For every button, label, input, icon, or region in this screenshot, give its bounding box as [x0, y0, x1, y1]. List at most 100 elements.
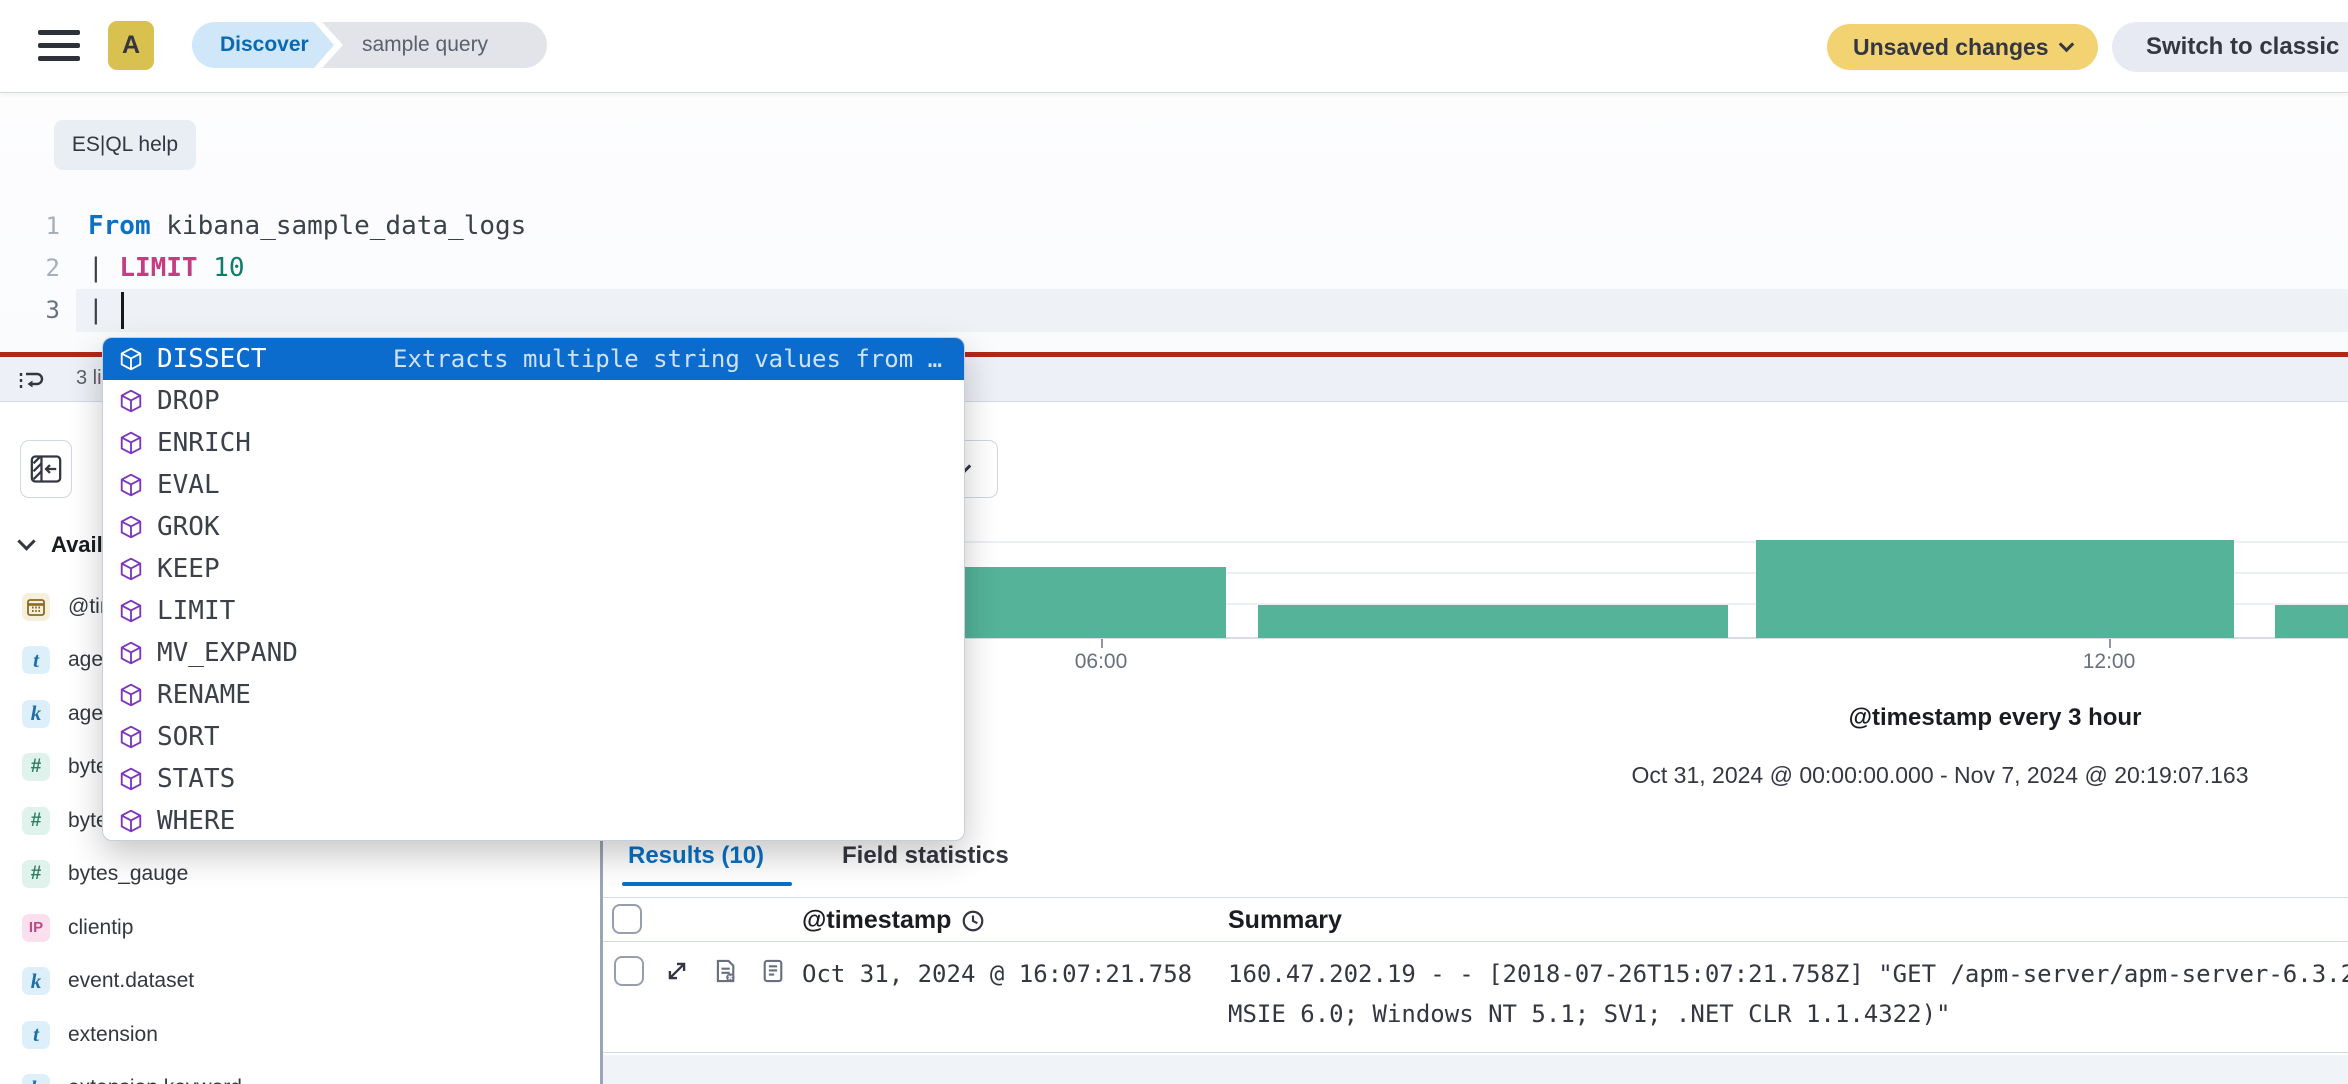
breadcrumb-discover[interactable]: Discover	[192, 22, 334, 68]
chart-title: @timestamp every 3 hour	[1848, 704, 2142, 731]
x-axis-tick	[2109, 639, 2111, 648]
panel-collapse-icon	[30, 455, 62, 483]
histogram-bar-06:00[interactable]	[1258, 605, 1728, 638]
field-name: event.dataset	[68, 969, 195, 993]
space-avatar[interactable]: A	[108, 21, 154, 70]
field-item-event.dataset[interactable]: k event.dataset	[0, 955, 598, 1009]
autocomplete-item-description: Extracts multiple string values from …	[393, 345, 943, 373]
autocomplete-item-label: ENRICH	[157, 428, 251, 458]
autocomplete-item-limit[interactable]: LIMIT	[103, 590, 964, 632]
field-name: bytes_gauge	[68, 862, 189, 886]
unsaved-changes-button[interactable]: Unsaved changes	[1827, 24, 2098, 70]
autocomplete-item-label: LIMIT	[157, 596, 236, 626]
expand-row-icon[interactable]	[664, 958, 690, 989]
command-cube-icon	[119, 347, 143, 371]
command-cube-icon	[119, 515, 143, 539]
next-row-stripe	[603, 1055, 2348, 1084]
line-code: | LIMIT 10	[88, 247, 245, 289]
command-cube-icon	[119, 599, 143, 623]
switch-to-classic-button[interactable]: Switch to classic	[2112, 22, 2348, 72]
field-name: clientip	[68, 915, 134, 939]
view-document-icon[interactable]	[760, 958, 786, 989]
keyword-icon: k	[22, 1074, 50, 1084]
autocomplete-item-enrich[interactable]: ENRICH	[103, 422, 964, 464]
autocomplete-item-grok[interactable]: GROK	[103, 506, 964, 548]
esql-help-button[interactable]: ES|QL help	[54, 120, 196, 170]
row-checkbox[interactable]	[614, 956, 644, 986]
autocomplete-item-drop[interactable]: DROP	[103, 380, 964, 422]
word-wrap-icon[interactable]	[16, 365, 46, 400]
chevron-down-icon	[17, 532, 36, 551]
autocomplete-item-label: DROP	[157, 386, 220, 416]
column-header-timestamp[interactable]: @timestamp	[802, 906, 985, 935]
command-cube-icon	[119, 473, 143, 497]
autocomplete-item-label: RENAME	[157, 680, 251, 710]
column-header-summary: Summary	[1228, 906, 1342, 934]
table-row[interactable]: Oct 31, 2024 @ 16:07:21.758 160.47.202.1…	[603, 942, 2348, 1053]
autocomplete-popup: DISSECT Extracts multiple string values f…	[102, 337, 965, 841]
menu-icon[interactable]	[38, 30, 80, 64]
calendar-icon	[22, 592, 50, 621]
autocomplete-item-label: MV_EXPAND	[157, 638, 298, 668]
active-tab-underline	[622, 882, 792, 886]
tab-results[interactable]: Results (10)	[628, 842, 765, 869]
editor-line-3[interactable]: 3 |	[0, 289, 2348, 355]
keyword-icon: k	[22, 699, 50, 728]
chart-date-range: Oct 31, 2024 @ 00:00:00.000 - Nov 7, 202…	[1631, 762, 2249, 788]
code-token: |	[88, 253, 120, 283]
histogram-bar-12:00[interactable]	[2275, 605, 2348, 638]
code-token	[198, 253, 214, 283]
field-item-bytes_gauge[interactable]: # bytes_gauge	[0, 848, 598, 902]
code-token: From	[88, 211, 151, 241]
select-all-checkbox[interactable]	[612, 904, 642, 934]
command-cube-icon	[119, 809, 143, 833]
autocomplete-item-where[interactable]: WHERE	[103, 800, 964, 840]
autocomplete-item-label: KEEP	[157, 554, 220, 584]
text-cursor	[121, 292, 124, 329]
autocomplete-item-sort[interactable]: SORT	[103, 716, 964, 758]
breadcrumb-sample-query[interactable]: sample query	[322, 22, 547, 68]
histogram-bar-09:00[interactable]	[1756, 540, 2234, 638]
row-timestamp: Oct 31, 2024 @ 16:07:21.758	[802, 960, 1193, 988]
tab-field-statistics[interactable]: Field statistics	[842, 842, 1009, 869]
row-summary-line2: MSIE 6.0; Windows NT 5.1; SV1; .NET CLR …	[1228, 1000, 1951, 1028]
collapse-sidebar-button[interactable]	[20, 440, 72, 498]
autocomplete-item-dissect[interactable]: DISSECT Extracts multiple string values f…	[103, 338, 964, 380]
keyword-icon: k	[22, 967, 50, 996]
autocomplete-item-label: GROK	[157, 512, 220, 542]
line-number: 3	[45, 296, 60, 324]
autocomplete-item-keep[interactable]: KEEP	[103, 548, 964, 590]
line-code: |	[88, 289, 119, 331]
autocomplete-item-label: WHERE	[157, 806, 236, 836]
code-token: 10	[213, 253, 245, 283]
number-icon: #	[22, 753, 50, 782]
number-icon: #	[22, 806, 50, 835]
command-cube-icon	[119, 557, 143, 581]
editor-line-1[interactable]: 1 From kibana_sample_data_logs	[0, 205, 2348, 247]
command-cube-icon	[119, 725, 143, 749]
line-number: 1	[45, 212, 60, 240]
editor-line-2[interactable]: 2 | LIMIT 10	[0, 247, 2348, 289]
degraded-doc-icon[interactable]	[712, 958, 738, 989]
field-name: extension	[68, 1022, 158, 1046]
top-header-bar: A Discover sample query Unsaved changes …	[0, 0, 2348, 93]
field-item-extension[interactable]: t extension	[0, 1008, 598, 1062]
autocomplete-item-stats[interactable]: STATS	[103, 758, 964, 800]
autocomplete-item-label: DISSECT	[157, 344, 267, 374]
command-cube-icon	[119, 767, 143, 791]
esql-query-editor[interactable]: ES|QL help 1 From kibana_sample_data_logs…	[0, 94, 2348, 355]
field-item-clientip[interactable]: IP clientip	[0, 901, 598, 955]
field-item-extension.keyword[interactable]: k extension.keyword	[0, 1062, 598, 1084]
autocomplete-item-eval[interactable]: EVAL	[103, 464, 964, 506]
x-axis-tick	[1101, 639, 1103, 648]
autocomplete-item-label: STATS	[157, 764, 236, 794]
editor-error-divider	[0, 352, 2348, 357]
command-cube-icon	[119, 683, 143, 707]
results-panel: Results (10) Field statistics @timestamp…	[603, 830, 2348, 1084]
code-token: |	[88, 295, 120, 325]
chevron-down-icon	[2058, 36, 2074, 52]
autocomplete-item-mv_expand[interactable]: MV_EXPAND	[103, 632, 964, 674]
code-token: kibana_sample_data_logs	[150, 211, 527, 241]
autocomplete-item-rename[interactable]: RENAME	[103, 674, 964, 716]
